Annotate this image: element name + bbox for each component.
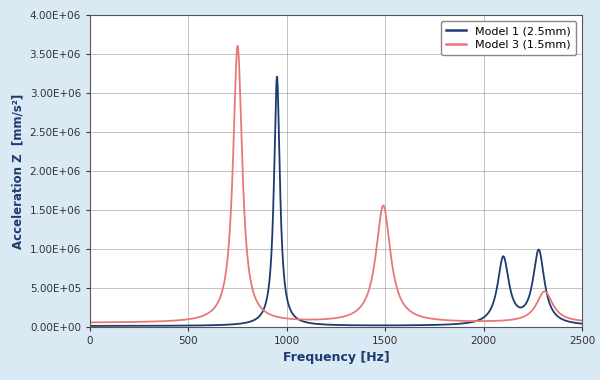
Model 3 (1.5mm) [111, 320, 118, 325]
Legend: Model 1 (2.5mm), Model 3 (1.5mm): Model 1 (2.5mm), Model 3 (1.5mm) [440, 21, 577, 55]
Model 3 (1.5mm) [451, 318, 458, 323]
Model 1 (2.5mm) [377, 323, 385, 328]
Model 1 (2.5mm) [478, 317, 485, 321]
Line: Model 1 (2.5mm): Model 1 (2.5mm) [90, 77, 582, 326]
Model 3 (1.5mm) [578, 318, 586, 323]
Model 1 (2.5mm) [86, 324, 94, 328]
Model 1 (2.5mm) [451, 322, 458, 326]
Model 3 (1.5mm) [377, 209, 385, 214]
Y-axis label: Acceleration Z  [mm/s²]: Acceleration Z [mm/s²] [11, 93, 24, 249]
Model 3 (1.5mm) [265, 311, 272, 316]
Model 1 (2.5mm) [399, 323, 406, 328]
X-axis label: Frequency [Hz]: Frequency [Hz] [283, 352, 389, 364]
Model 1 (2.5mm) [578, 321, 586, 326]
Model 1 (2.5mm) [265, 289, 272, 294]
Model 3 (1.5mm) [86, 320, 94, 325]
Model 1 (2.5mm) [111, 324, 118, 328]
Model 1 (2.5mm) [274, 74, 281, 79]
Model 3 (1.5mm) [478, 319, 485, 323]
Line: Model 3 (1.5mm): Model 3 (1.5mm) [90, 46, 582, 322]
Model 3 (1.5mm) [399, 300, 406, 305]
Model 3 (1.5mm) [234, 44, 241, 48]
